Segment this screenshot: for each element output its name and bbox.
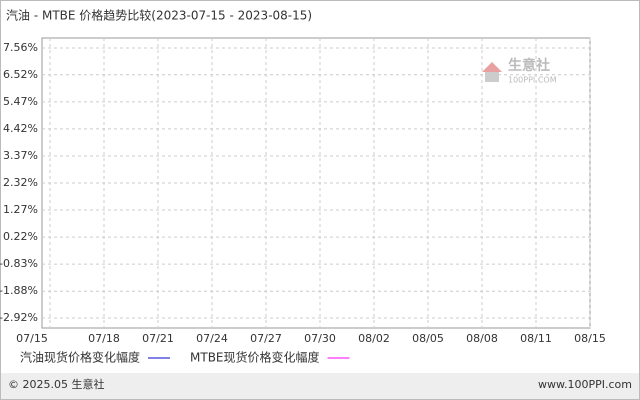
legend-label: MTBE现货价格变化幅度 bbox=[190, 350, 320, 365]
y-tick-label: 7.56% bbox=[3, 41, 38, 54]
watermark-icon bbox=[482, 62, 502, 72]
x-tick-label: 07/27 bbox=[250, 332, 282, 345]
y-tick-label: -0.83% bbox=[0, 257, 38, 270]
x-tick-label: 08/08 bbox=[466, 332, 498, 345]
footer-bar bbox=[1, 373, 639, 399]
y-tick-label: 0.22% bbox=[3, 230, 38, 243]
watermark-name: 生意社 bbox=[508, 57, 550, 74]
y-tick-label: -1.88% bbox=[0, 284, 38, 297]
y-tick-label: 2.32% bbox=[3, 176, 38, 189]
x-tick-label: 07/21 bbox=[142, 332, 174, 345]
x-tick-label: 08/05 bbox=[412, 332, 444, 345]
x-tick-label: 07/18 bbox=[88, 332, 120, 345]
x-tick-label: 07/15 bbox=[16, 332, 48, 345]
x-tick-label: 07/24 bbox=[196, 332, 228, 345]
x-tick-label: 08/11 bbox=[520, 332, 552, 345]
legend-label: 汽油现货价格变化幅度 bbox=[20, 350, 140, 365]
y-tick-label: 6.52% bbox=[3, 68, 38, 81]
chart-title: 汽油 - MTBE 价格趋势比较(2023-07-15 - 2023-08-15… bbox=[6, 8, 312, 23]
x-tick-label: 08/02 bbox=[358, 332, 390, 345]
watermark: 生意社 100PPI.COM bbox=[482, 57, 557, 85]
y-tick-label: 5.47% bbox=[3, 95, 38, 108]
footer-copyright: © 2025.05 生意社 bbox=[8, 377, 104, 391]
watermark-site: 100PPI.COM bbox=[508, 76, 557, 85]
watermark-icon bbox=[485, 72, 499, 82]
x-tick-label: 07/30 bbox=[304, 332, 336, 345]
y-tick-label: -2.92% bbox=[0, 311, 38, 324]
y-tick-label: 3.37% bbox=[3, 149, 38, 162]
x-tick-label: 08/15 bbox=[574, 332, 606, 345]
y-tick-label: 4.42% bbox=[3, 122, 38, 135]
footer-site: www.100PPI.com bbox=[538, 378, 632, 391]
y-tick-label: 1.27% bbox=[3, 203, 38, 216]
